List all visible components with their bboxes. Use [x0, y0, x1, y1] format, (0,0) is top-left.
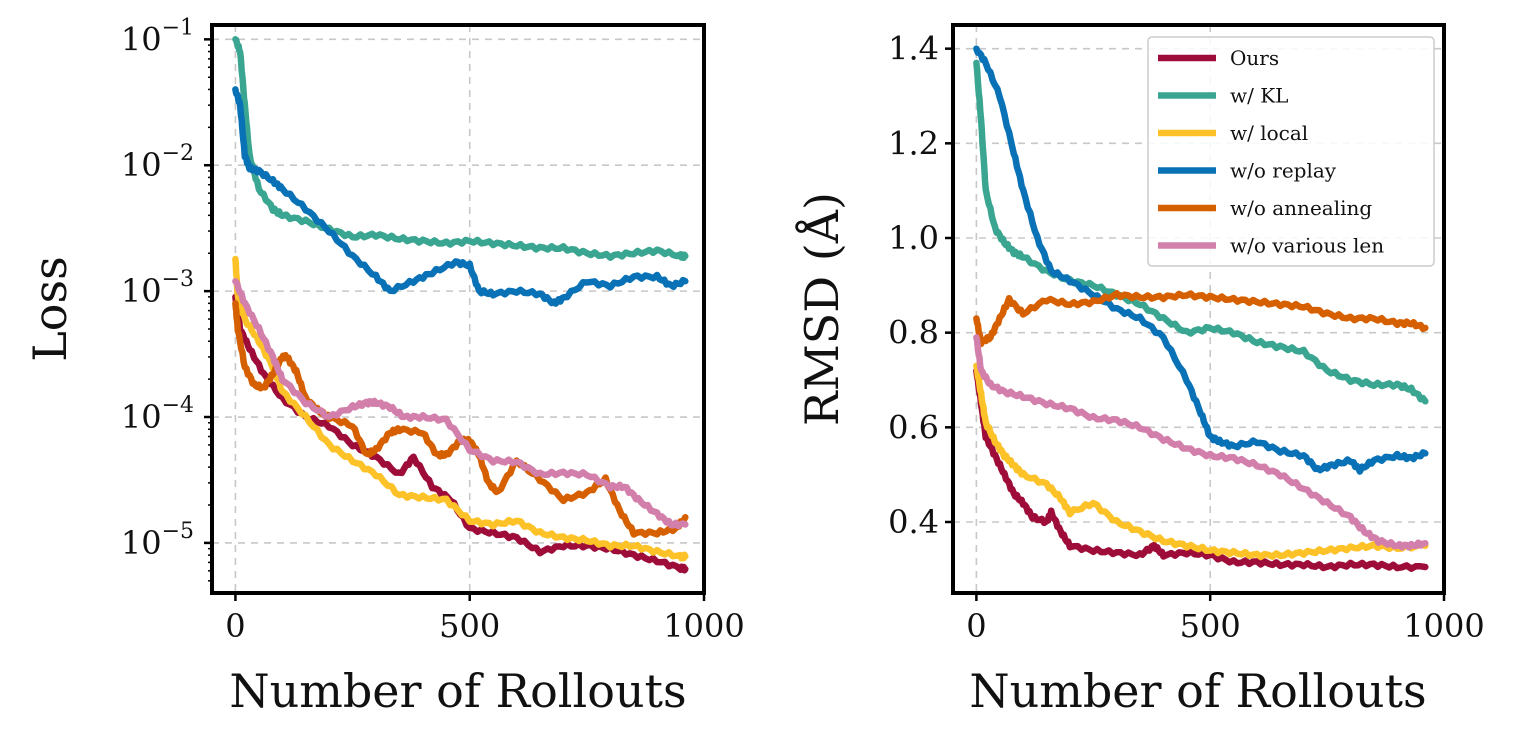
rmsd-chart-series-w-o-annealing	[973, 290, 1429, 348]
rmsd-chart-ytick-label: 0.4	[888, 503, 939, 541]
rmsd-chart-ylabel: RMSD (Å)	[794, 192, 849, 426]
legend-label-w-kl: w/ KL	[1230, 84, 1288, 108]
loss-chart-ylabel: Loss	[23, 256, 77, 361]
rmsd-chart-xlabel: Number of Rollouts	[969, 664, 1426, 718]
loss-chart-ticks: 0 500 1000 10−1 10−2 10−3 10−4 10−5	[121, 15, 745, 645]
legend-label-ours: Ours	[1230, 46, 1279, 70]
loss-chart-series-w-local	[232, 255, 689, 562]
legend-label-w-local: w/ local	[1230, 121, 1308, 145]
rmsd-chart-xtick-label: 500	[1180, 607, 1241, 645]
loss-chart-xtick-label: 1000	[663, 607, 744, 645]
loss-chart-xtick-label: 500	[439, 607, 500, 645]
rmsd-chart-ytick-label: 1.2	[888, 124, 939, 162]
loss-chart: 0 500 1000 10−1 10−2 10−3 10−4 10−5 Number of R…	[23, 15, 745, 718]
loss-chart-xlabel: Number of Rollouts	[229, 664, 686, 718]
legend-label-w-o-annealing: w/o annealing	[1230, 196, 1372, 220]
rmsd-chart-ytick-label: 1.4	[888, 30, 939, 68]
loss-chart-series-w-o-annealing	[232, 300, 689, 538]
loss-chart-ytick-label: 10−5	[121, 519, 194, 562]
loss-chart-series-w-o-replay	[232, 86, 689, 307]
rmsd-chart-ytick-label: 1.0	[888, 219, 939, 257]
loss-chart-series	[232, 36, 689, 574]
rmsd-chart-series-w-local	[973, 362, 1429, 561]
loss-chart-ytick-label: 10−2	[121, 141, 194, 184]
legend: Ours w/ KL w/ local w/o replay w/o annealing…	[1147, 36, 1435, 267]
rmsd-chart-series-ours	[973, 367, 1429, 572]
rmsd-chart-xtick-label: 1000	[1403, 607, 1484, 645]
legend-label-w-o-replay: w/o replay	[1230, 159, 1337, 183]
loss-chart-frame	[210, 23, 706, 595]
loss-chart-ytick-label: 10−4	[121, 393, 194, 436]
loss-chart-series-w-o-various-len	[232, 277, 689, 530]
loss-chart-series-ours	[232, 293, 689, 574]
loss-chart-series-w-kl	[232, 36, 689, 262]
legend-box	[1147, 36, 1435, 267]
rmsd-chart-series-w-kl	[973, 59, 1429, 405]
rmsd-chart-series	[973, 45, 1429, 572]
rmsd-chart-ytick-label: 0.8	[888, 314, 939, 352]
loss-chart-ytick-label: 10−1	[121, 15, 194, 58]
rmsd-chart-ytick-label: 0.6	[888, 408, 939, 446]
rmsd-chart-xtick-label: 0	[966, 607, 986, 645]
loss-chart-xtick-label: 0	[225, 607, 245, 645]
legend-label-w-o-various-len: w/o various len	[1230, 234, 1384, 258]
rmsd-chart-series-w-o-replay	[973, 45, 1429, 475]
rmsd-chart-frame	[951, 23, 1446, 595]
rmsd-chart-ticks: 0 500 1000 0.4 0.6 0.8 1.0 1.2 1.4	[888, 30, 1485, 645]
rmsd-chart: 0 500 1000 0.4 0.6 0.8 1.0 1.2 1.4 Number of Rol…	[794, 23, 1485, 718]
loss-chart-ytick-label: 10−3	[121, 267, 194, 310]
rmsd-chart-series-w-o-various-len	[973, 334, 1429, 551]
